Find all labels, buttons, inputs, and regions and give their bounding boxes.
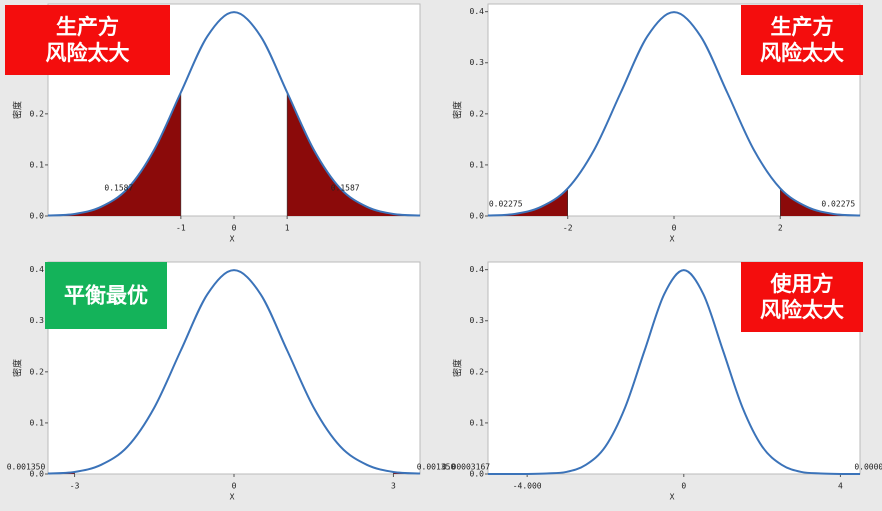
y-tick-label: 0.3 [30, 316, 45, 325]
y-tick-label: 0.4 [30, 265, 45, 274]
y-tick-label: 0.4 [470, 7, 485, 16]
x-tick-label: 4 [838, 482, 843, 491]
tail-area [48, 92, 181, 216]
badge [741, 5, 863, 75]
y-axis-label: 密度 [452, 101, 464, 119]
tail-label: 0.1587 [104, 184, 133, 193]
badge-text: 风险太大 [46, 41, 130, 65]
y-tick-label: 0.1 [470, 418, 485, 427]
x-tick-label: 0 [232, 482, 237, 491]
tail-area [287, 92, 420, 216]
x-tick-label: 0 [232, 224, 237, 233]
badge-text: 风险太大 [760, 41, 844, 65]
badge-text: 生产方 [56, 15, 119, 39]
tail-label: 0.02275 [821, 200, 855, 209]
tail-label: 0.02275 [489, 200, 523, 209]
y-tick-label: 0.3 [470, 58, 485, 67]
y-tick-label: 0.1 [30, 418, 45, 427]
chart-panel: 0.0 0.1 0.2 0.3 0.4 -3 0 3 X 密度 0.001350 0.001350 平衡… [7, 261, 456, 502]
badge-text: 风险太大 [760, 298, 844, 322]
x-tick-label: 0 [681, 482, 686, 491]
x-tick-label: 1 [285, 224, 290, 233]
y-tick-label: 0.4 [470, 265, 485, 274]
density-curve [487, 11, 861, 217]
x-axis-label: X [230, 235, 235, 244]
x-tick-label: -3 [70, 482, 80, 491]
x-tick-label: -2 [563, 224, 573, 233]
x-tick-label: 3 [391, 482, 396, 491]
tail-label: 0.00003167 [442, 463, 490, 472]
chart-panel: 0.0 0.1 0.2 0.3 0.4 -4.000 0 4 X 密度 0.00003167 0.00… [442, 261, 882, 502]
tail-area [780, 188, 860, 216]
badge [45, 262, 167, 329]
x-tick-label: 2 [778, 224, 783, 233]
badge [5, 5, 170, 75]
y-tick-label: 0.1 [470, 160, 485, 169]
tail-label: 0.001350 [417, 463, 456, 472]
chart-panel: 0.0 0.1 0.2 0.3 0.4 -2 0 2 X 密度 0.02275 0.02275 生产方风… [452, 3, 863, 244]
density-curve [47, 11, 421, 217]
x-tick-label: -4.000 [513, 482, 542, 491]
x-axis-label: X [670, 493, 675, 502]
x-axis-label: X [230, 493, 235, 502]
y-tick-label: 0.2 [470, 367, 485, 376]
y-tick-label: 0.0 [470, 470, 485, 479]
y-tick-label: 0.2 [470, 109, 485, 118]
tail-label: 0.0000316 [854, 463, 882, 472]
badge-text: 生产方 [771, 15, 834, 39]
density-curve [487, 269, 861, 476]
y-axis-label: 密度 [452, 359, 464, 377]
tail-area [488, 188, 568, 216]
badge-text: 平衡最优 [64, 284, 148, 308]
y-tick-label: 0.1 [30, 160, 45, 169]
x-axis-label: X [670, 235, 675, 244]
badge-text: 使用方 [770, 272, 834, 296]
y-axis-label: 密度 [12, 101, 24, 119]
y-tick-label: 0.0 [30, 470, 45, 479]
x-tick-label: 0 [672, 224, 677, 233]
badge [741, 262, 863, 332]
y-tick-label: 0.2 [30, 367, 45, 376]
tail-label: 0.001350 [7, 463, 46, 472]
y-tick-label: 0.0 [470, 212, 485, 221]
y-tick-label: 0.3 [470, 316, 485, 325]
tail-label: 0.1587 [331, 184, 360, 193]
y-axis-label: 密度 [12, 359, 24, 377]
y-tick-label: 0.2 [30, 109, 45, 118]
chart-panel: 0.00.10.20.30.4-101X密度0.15870.1587生产方风险太… [5, 3, 421, 244]
density-curve [47, 269, 421, 475]
y-tick-label: 0.0 [30, 212, 45, 221]
x-tick-label: -1 [176, 224, 186, 233]
